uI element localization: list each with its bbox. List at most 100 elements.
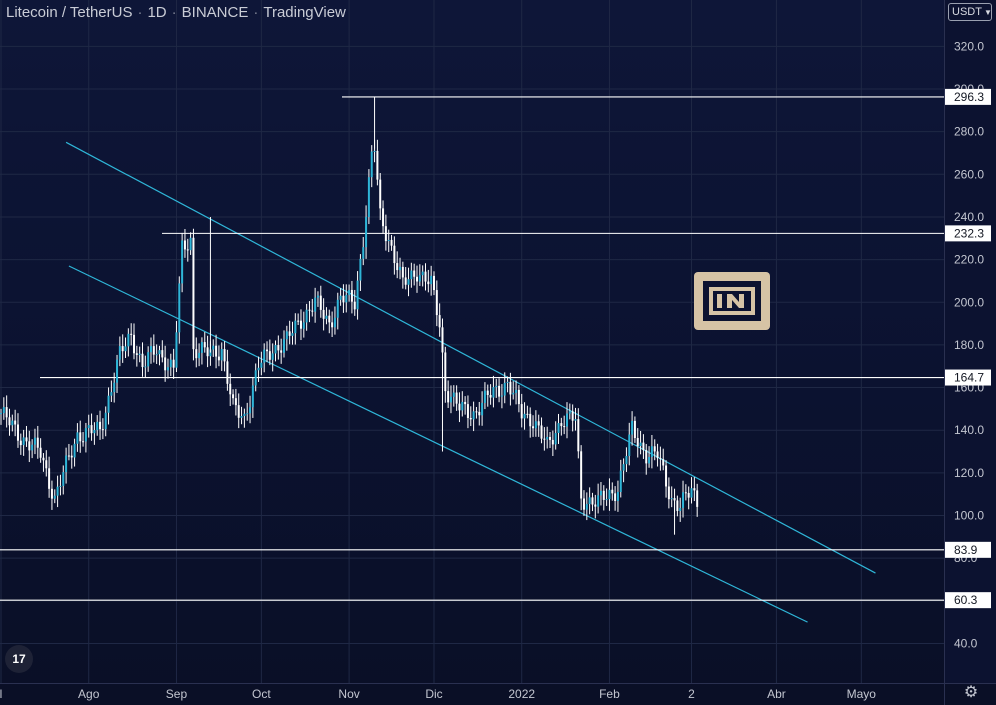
candle-body — [192, 237, 195, 350]
candle-body — [36, 437, 39, 448]
time-tick-label: Dic — [425, 687, 442, 701]
candle-body — [141, 353, 144, 368]
candle-body — [33, 437, 36, 445]
candle-body — [166, 367, 169, 371]
candle-body — [246, 413, 249, 415]
candle-body — [53, 495, 56, 499]
grid-lines — [0, 0, 944, 683]
candle-body — [73, 443, 76, 458]
candle-body — [308, 309, 311, 311]
price-axis-panel[interactable] — [944, 0, 996, 683]
candle-body — [399, 266, 402, 271]
candle-body — [124, 346, 127, 352]
candle-body — [594, 504, 597, 507]
candle-body — [472, 411, 475, 420]
candle-body — [667, 486, 670, 500]
tradingview-logo-icon[interactable]: 17 — [5, 645, 33, 673]
candle-body — [82, 441, 85, 443]
candle-body — [566, 413, 568, 427]
candle-body — [203, 342, 206, 348]
candle-body — [509, 381, 512, 395]
candle-body — [144, 366, 147, 368]
candle-body — [217, 356, 220, 361]
candle-body — [152, 346, 155, 355]
channel-line[interactable] — [68, 265, 808, 623]
candle-body — [155, 354, 158, 356]
candle-body — [653, 446, 656, 452]
level-price-label: 296.3 — [954, 90, 984, 104]
candle-body — [172, 359, 175, 368]
currency-label: USDT — [952, 6, 982, 18]
candle-body — [416, 276, 419, 282]
currency-selector[interactable]: USDT ▼ — [948, 3, 992, 21]
candle-body — [14, 420, 17, 425]
candle-body — [481, 402, 484, 416]
candle-body — [588, 497, 591, 505]
candle-body — [158, 350, 161, 355]
candle-body — [84, 428, 87, 442]
candle-body — [42, 457, 45, 461]
candle-body — [421, 271, 424, 276]
candle-body — [413, 270, 416, 277]
candle-body — [376, 150, 379, 180]
candle-body — [435, 290, 438, 316]
candle-body — [585, 504, 588, 510]
candle-body — [407, 279, 410, 285]
candle-body — [31, 444, 34, 451]
candle-body — [517, 389, 520, 405]
candle-body — [580, 451, 583, 499]
candle-body — [370, 151, 373, 178]
candle-body — [200, 342, 203, 353]
candle-body — [486, 390, 489, 395]
data-source: TradingView — [263, 4, 346, 21]
candle-body — [622, 464, 625, 471]
candle-body — [240, 416, 243, 418]
candle-body — [665, 465, 668, 487]
candle-body — [283, 339, 285, 353]
candle-body — [645, 450, 648, 464]
candle-body — [206, 347, 209, 357]
candle-body — [449, 396, 452, 403]
candle-body — [628, 434, 631, 457]
candle-body — [104, 412, 107, 430]
candle-body — [56, 486, 59, 496]
candle-body — [684, 492, 687, 494]
candle-body — [452, 392, 455, 397]
candle-body — [161, 350, 164, 358]
candle-body — [679, 507, 682, 511]
candle-body — [543, 438, 546, 440]
channel-line[interactable] — [65, 141, 876, 574]
price-tick-label: 40.0 — [954, 636, 978, 650]
candle-body — [373, 150, 376, 152]
candle-body — [232, 394, 235, 399]
candle-body — [424, 271, 427, 282]
level-price-label: 164.7 — [954, 371, 984, 385]
candle-body — [274, 345, 277, 354]
price-tick-label: 180.0 — [954, 338, 984, 352]
candle-body — [260, 362, 263, 368]
candle-body — [127, 333, 130, 347]
separator-dot: · — [253, 4, 259, 21]
level-price-labels: 296.3 232.3 164.7 83.9 60.3 — [945, 88, 991, 609]
time-tick-label: Abr — [767, 687, 786, 701]
candle-body — [639, 442, 642, 447]
candle-body — [549, 436, 552, 440]
gear-icon[interactable]: ⚙ — [963, 684, 979, 701]
candle-body — [147, 352, 150, 367]
candle-body — [582, 498, 585, 510]
candle-body — [401, 266, 404, 278]
candle-body — [441, 327, 444, 353]
symbol-name: Litecoin / TetherUS — [6, 4, 133, 21]
candle-body — [316, 295, 319, 298]
candle-body — [696, 490, 699, 507]
candle-body — [322, 309, 325, 319]
candle-body — [93, 430, 96, 434]
candle-body — [268, 351, 271, 360]
horizontal-levels — [0, 96, 944, 601]
candle-body — [133, 334, 136, 354]
time-tick-label: Ago — [78, 687, 100, 701]
candle-body — [636, 437, 639, 447]
candle-body — [379, 179, 382, 209]
